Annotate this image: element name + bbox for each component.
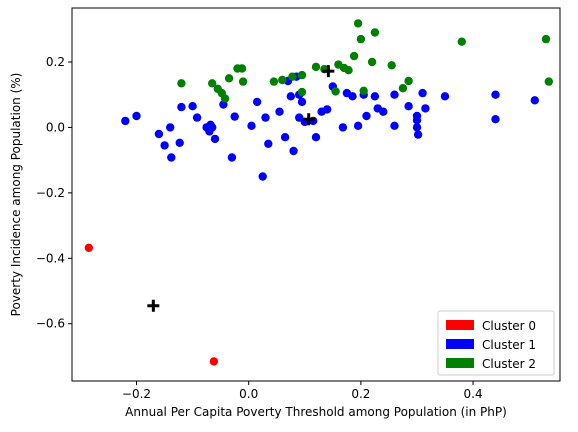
data-point-cluster-2: [311, 62, 321, 72]
data-point-cluster-1: [258, 172, 267, 181]
data-point-cluster-1: [167, 153, 176, 162]
x-axis-ticks: −0.2 0.0 0.2 0.4: [122, 381, 483, 401]
y-tick-label: 0.2: [46, 55, 65, 69]
data-point-cluster-2: [367, 57, 377, 67]
data-point-cluster-2: [344, 66, 353, 75]
data-point-cluster-1: [370, 92, 380, 101]
data-point-cluster-1: [390, 121, 399, 130]
data-point-cluster-2: [177, 79, 186, 88]
x-tick-label: 0.4: [464, 387, 483, 401]
data-point-cluster-1: [275, 107, 284, 116]
data-point-cluster-1: [412, 116, 422, 125]
data-point-cluster-2: [237, 64, 247, 73]
data-point-cluster-2: [349, 51, 359, 61]
data-point-cluster-1: [440, 92, 450, 101]
data-point-cluster-1: [418, 88, 427, 98]
data-point-cluster-1: [404, 102, 413, 111]
data-point-cluster-1: [289, 146, 298, 156]
legend: Cluster 0 Cluster 1 Cluster 2: [437, 310, 555, 376]
data-point-cluster-1: [491, 115, 500, 124]
data-point-cluster-1: [177, 102, 186, 112]
data-point-cluster-1: [132, 111, 141, 121]
legend-swatch: [446, 358, 474, 368]
y-tick-label: −0.4: [36, 251, 65, 265]
x-tick-label: 0.2: [351, 387, 370, 401]
data-point-cluster-2: [331, 87, 340, 96]
data-point-cluster-2: [297, 87, 307, 97]
legend-label: Cluster 2: [482, 357, 536, 371]
data-point-cluster-1: [166, 123, 175, 132]
data-point-cluster-2: [356, 34, 366, 44]
legend-label: Cluster 1: [482, 338, 536, 352]
y-axis-label: Poverty Incidence among Population (%): [9, 73, 23, 317]
data-point-cluster-0: [84, 243, 94, 252]
x-tick-label: 0.0: [239, 387, 258, 401]
data-point-cluster-2: [297, 70, 307, 80]
data-point-cluster-1: [412, 123, 422, 132]
legend-label: Cluster 0: [482, 319, 536, 333]
x-axis-label: Annual Per Capita Poverty Threshold amon…: [125, 405, 507, 419]
data-point-cluster-1: [154, 129, 164, 139]
data-point-cluster-1: [362, 111, 371, 121]
data-point-cluster-2: [398, 84, 408, 93]
data-point-cluster-2: [370, 28, 380, 37]
data-point-cluster-2: [220, 94, 230, 103]
data-points: [84, 19, 553, 366]
centroid-markers: [147, 65, 335, 312]
data-point-cluster-1: [192, 113, 202, 122]
data-point-cluster-1: [286, 92, 295, 101]
x-tick-label: −0.2: [122, 387, 151, 401]
data-point-cluster-2: [353, 19, 363, 28]
data-point-cluster-1: [247, 121, 256, 130]
data-point-cluster-1: [353, 121, 363, 130]
centroid-marker: [322, 65, 335, 78]
data-point-cluster-1: [323, 105, 332, 114]
data-point-cluster-2: [208, 79, 217, 88]
data-point-cluster-2: [359, 86, 368, 96]
data-point-cluster-2: [541, 34, 551, 44]
y-axis-ticks: −0.6 −0.4 −0.2 0.0 0.2: [36, 55, 72, 331]
data-point-cluster-1: [227, 153, 237, 162]
data-point-cluster-1: [280, 133, 290, 142]
data-point-cluster-1: [379, 107, 388, 116]
data-point-cluster-1: [297, 97, 307, 107]
data-point-cluster-2: [238, 77, 248, 86]
data-point-cluster-1: [338, 123, 348, 132]
data-point-cluster-1: [175, 138, 184, 147]
y-tick-label: 0.0: [46, 120, 65, 134]
data-point-cluster-2: [544, 77, 553, 86]
data-point-cluster-1: [188, 102, 197, 111]
data-point-cluster-0: [209, 357, 219, 366]
data-point-cluster-1: [208, 123, 217, 132]
data-point-cluster-1: [261, 113, 270, 122]
data-point-cluster-1: [491, 90, 500, 99]
centroid-marker: [302, 113, 315, 126]
data-point-cluster-2: [457, 37, 466, 46]
data-point-cluster-1: [264, 139, 273, 148]
legend-swatch: [446, 339, 474, 349]
data-point-cluster-1: [210, 134, 220, 144]
data-point-cluster-1: [160, 141, 169, 150]
data-point-cluster-2: [387, 61, 396, 70]
legend-swatch: [446, 320, 474, 330]
plot-frame: [71, 7, 561, 382]
data-point-cluster-1: [390, 90, 399, 99]
data-point-cluster-1: [230, 112, 239, 121]
data-point-cluster-1: [421, 104, 430, 113]
data-point-cluster-2: [404, 76, 413, 86]
centroid-marker: [147, 299, 160, 312]
data-point-cluster-1: [311, 133, 321, 142]
data-point-cluster-1: [121, 116, 130, 126]
data-point-cluster-1: [413, 130, 423, 139]
data-point-cluster-2: [269, 77, 279, 86]
y-tick-label: −0.2: [36, 186, 65, 200]
data-point-cluster-1: [530, 96, 539, 105]
data-point-cluster-2: [278, 75, 287, 85]
data-point-cluster-1: [348, 92, 357, 101]
y-tick-label: −0.6: [36, 317, 65, 331]
data-point-cluster-2: [288, 72, 297, 81]
data-point-cluster-2: [224, 74, 234, 83]
data-point-cluster-1: [252, 97, 262, 107]
